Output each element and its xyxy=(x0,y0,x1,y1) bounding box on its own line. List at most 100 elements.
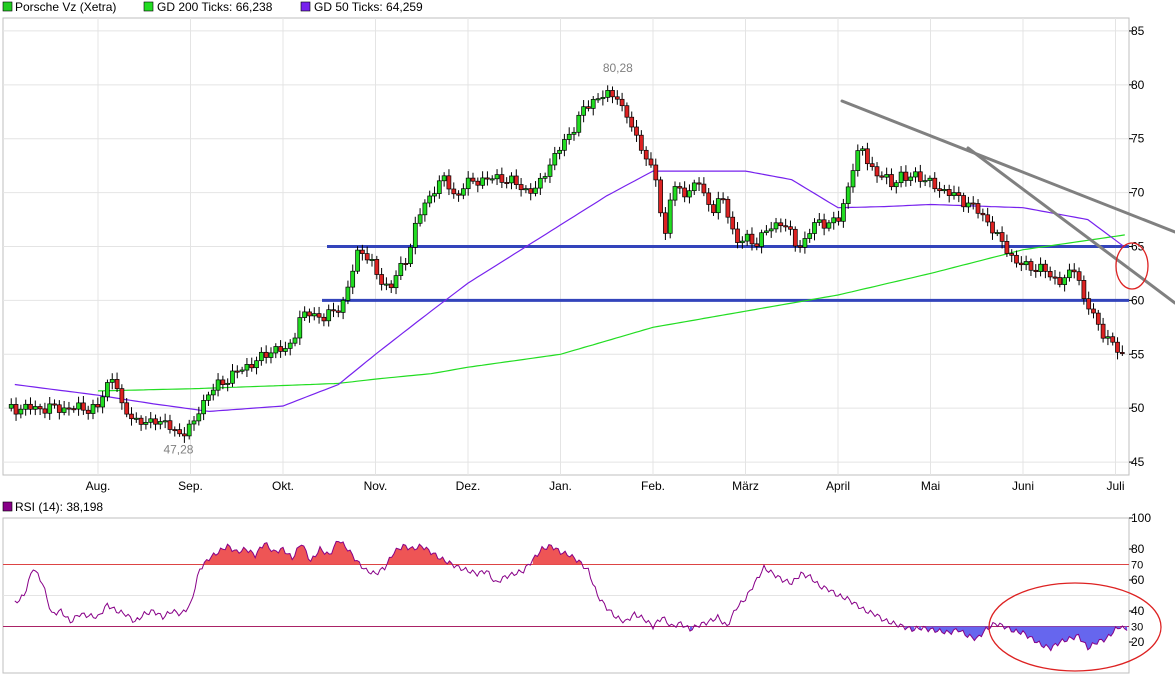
candle-up xyxy=(922,180,928,183)
candle-up xyxy=(162,420,168,423)
candle-up xyxy=(23,403,29,410)
candle-down xyxy=(1076,271,1082,281)
candle-up xyxy=(133,417,139,420)
candle-down xyxy=(52,403,57,406)
candle-up xyxy=(287,342,293,349)
legend-gd50-label[interactable]: GD 50 Ticks: 64,259 xyxy=(314,0,423,14)
candle-down xyxy=(1119,352,1125,354)
candle-down xyxy=(1100,323,1106,339)
price-y-tick-label: 55 xyxy=(1131,347,1145,361)
candle-up xyxy=(1105,336,1111,339)
price-y-tick-label: 65 xyxy=(1131,240,1145,254)
candle-down xyxy=(797,245,803,248)
candle-down xyxy=(874,166,880,177)
rsi-oversold-fill xyxy=(905,626,915,632)
candle-down xyxy=(403,263,409,265)
legend-price-swatch xyxy=(2,1,13,12)
candle-down xyxy=(331,309,336,312)
candle-down xyxy=(364,253,370,261)
candle-down xyxy=(792,228,798,247)
gd50-line xyxy=(14,170,1126,413)
candle-up xyxy=(398,263,404,276)
candle-up xyxy=(1023,261,1029,266)
candle-down xyxy=(629,116,635,128)
candle-up xyxy=(812,222,817,234)
max-price-label: 80,28 xyxy=(603,61,633,75)
candle-down xyxy=(1081,280,1087,299)
candle-up xyxy=(90,404,96,414)
candle-down xyxy=(903,171,909,181)
candle-down xyxy=(917,171,923,182)
candle-up xyxy=(143,422,149,425)
candle-up xyxy=(196,413,202,422)
candle-down xyxy=(643,149,649,160)
candle-down xyxy=(360,249,365,254)
candle-down xyxy=(889,174,894,188)
candle-down xyxy=(37,406,43,410)
legend-gd200-swatch xyxy=(143,1,154,12)
candle-up xyxy=(61,407,67,413)
candle-up xyxy=(942,189,947,192)
candle-down xyxy=(1004,241,1010,254)
candle-down xyxy=(638,134,644,151)
candle-up xyxy=(744,233,750,242)
candle-down xyxy=(451,188,457,195)
candle-up xyxy=(600,97,606,100)
candle-up xyxy=(509,175,514,184)
candle-up xyxy=(239,369,245,372)
legend-gd50-swatch xyxy=(300,1,311,12)
price-y-tick-label: 75 xyxy=(1131,132,1145,146)
candle-down xyxy=(1014,254,1019,264)
candle-down xyxy=(71,408,77,411)
candle-up xyxy=(687,190,692,198)
candle-up xyxy=(576,114,582,133)
candle-down xyxy=(749,233,755,245)
candle-up xyxy=(605,90,611,98)
candle-down xyxy=(321,316,327,322)
candle-down xyxy=(167,420,173,430)
candle-down xyxy=(730,216,736,230)
candle-down xyxy=(1095,312,1101,325)
candle-down xyxy=(624,105,630,118)
candle-down xyxy=(234,370,240,373)
candle-up xyxy=(268,352,274,358)
candle-down xyxy=(932,177,938,190)
legend-gd200-label[interactable]: GD 200 Ticks: 66,238 xyxy=(157,0,273,14)
candle-up xyxy=(100,396,105,408)
candle-down xyxy=(446,175,452,190)
candle-down xyxy=(1047,271,1053,278)
candle-down xyxy=(1057,277,1063,285)
candle-down xyxy=(586,106,591,109)
rsi-series-line xyxy=(14,540,1128,652)
candle-up xyxy=(1062,277,1067,285)
candle-up xyxy=(230,370,235,384)
highlight-ellipse-price xyxy=(1115,242,1149,290)
candle-up xyxy=(562,139,567,151)
candle-down xyxy=(485,177,490,180)
legend-rsi-label[interactable]: RSI (14): 38,198 xyxy=(15,500,103,514)
candle-up xyxy=(557,149,562,154)
candle-down xyxy=(701,183,707,194)
candle-up xyxy=(523,188,529,191)
candle-up xyxy=(773,222,779,230)
trendline-upper xyxy=(840,99,1175,234)
candle-down xyxy=(177,429,182,435)
candle-up xyxy=(191,420,197,425)
candle-down xyxy=(1033,269,1039,272)
candle-up xyxy=(667,199,673,234)
candle-up xyxy=(18,408,24,415)
legend-price-label[interactable]: Porsche Vz (Xetra) xyxy=(15,0,116,14)
price-y-axis: 45 50 55 60 65 70 75 80 85 xyxy=(1129,24,1145,469)
price-y-tick-label: 85 xyxy=(1131,24,1145,38)
candle-up xyxy=(47,403,53,414)
candle-down xyxy=(379,274,384,285)
candle-up xyxy=(326,309,332,322)
trendlines xyxy=(840,99,1175,305)
candle-down xyxy=(119,388,125,404)
candle-down xyxy=(220,379,226,385)
candle-down xyxy=(865,148,870,165)
x-month-label: Juli xyxy=(1106,479,1124,493)
candle-up xyxy=(157,421,163,425)
candle-up xyxy=(802,238,808,248)
candle-down xyxy=(1110,336,1116,343)
